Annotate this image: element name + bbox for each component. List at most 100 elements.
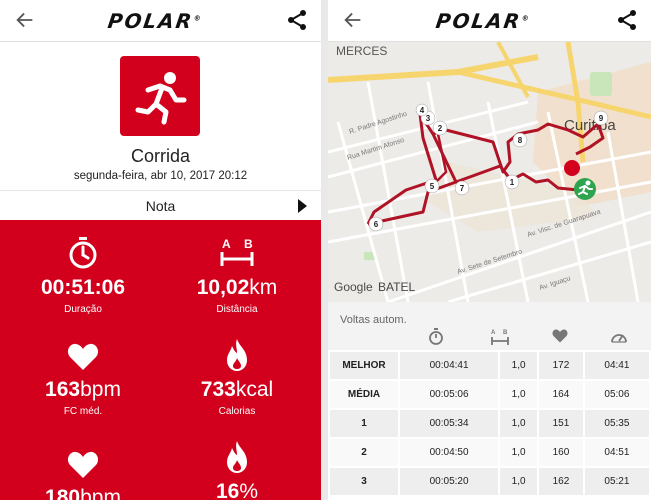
lap-pace: 05:21 xyxy=(582,466,651,497)
lap-time: 00:05:20 xyxy=(397,466,501,497)
lap-marker[interactable]: 8 xyxy=(512,132,528,148)
stats-grid: 00:51:06 Duração A B 10,02km Distância 1… xyxy=(0,220,321,500)
svg-text:2: 2 xyxy=(438,124,443,133)
lap-marker[interactable]: 2 xyxy=(432,120,448,136)
pace-gauge-icon xyxy=(611,334,627,343)
svg-text:8: 8 xyxy=(518,136,523,145)
session-date: segunda-feira, abr 10, 2017 20:12 xyxy=(73,170,248,182)
lap-hr: 164 xyxy=(537,379,585,410)
stat-fat-percent: 16% xyxy=(157,440,317,500)
lap-hr: 162 xyxy=(537,466,585,497)
svg-text:7: 7 xyxy=(460,184,465,193)
top-bar: POLAR® xyxy=(0,0,321,42)
summary-panel: POLAR® Corrida segunda-feira, abr 10, 20… xyxy=(0,0,321,500)
svg-text:3: 3 xyxy=(426,114,431,123)
calories-label: Calorias xyxy=(218,406,256,417)
lap-distance: 1,0 xyxy=(498,437,540,468)
lap-name: 3 xyxy=(328,466,400,497)
laps-header: Voltas autom. A B xyxy=(328,302,651,352)
google-logo: Google xyxy=(334,280,373,294)
lap-marker[interactable]: 6 xyxy=(368,216,384,232)
share-icon[interactable] xyxy=(615,8,639,32)
svg-text:4: 4 xyxy=(420,106,425,115)
lap-name: 1 xyxy=(328,408,400,439)
note-row[interactable]: Nota xyxy=(0,190,321,220)
heart-icon xyxy=(67,343,99,370)
lap-distance: 1,0 xyxy=(498,466,540,497)
lap-marker[interactable]: 5 xyxy=(424,178,440,194)
lap-pace: 04:51 xyxy=(582,437,651,468)
svg-text:A: A xyxy=(222,237,231,251)
lap-time: 00:05:34 xyxy=(397,408,501,439)
duration-value: 00:51:06 xyxy=(40,276,126,299)
lap-hr: 151 xyxy=(537,408,585,439)
table-row[interactable]: 2 00:04:50 1,0 160 04:51 xyxy=(328,437,651,468)
table-row[interactable]: MELHOR 00:04:41 1,0 172 04:41 xyxy=(328,350,651,381)
sport-name: Corrida xyxy=(130,146,191,166)
lap-distance: 1,0 xyxy=(498,350,540,381)
lap-name: MÉDIA xyxy=(328,379,400,410)
place-label-merces: MERCES xyxy=(336,44,387,58)
lap-pace: 05:35 xyxy=(582,408,651,439)
lap-time: 00:05:06 xyxy=(397,379,501,410)
stat-duration: 00:51:06 Duração xyxy=(3,236,163,315)
lap-hr: 160 xyxy=(537,437,585,468)
heart-icon xyxy=(67,451,99,478)
distance-icon: A B xyxy=(220,237,254,266)
stopwatch-icon xyxy=(429,328,443,345)
stopwatch-icon xyxy=(69,237,97,269)
svg-text:1: 1 xyxy=(510,178,515,187)
panel-divider xyxy=(321,0,328,500)
avg-hr-label: FC méd. xyxy=(63,406,103,417)
back-arrow-icon[interactable] xyxy=(342,9,364,31)
polar-logo: POLAR® xyxy=(434,9,530,33)
share-icon[interactable] xyxy=(285,8,309,32)
duration-label: Duração xyxy=(64,304,102,315)
lap-distance: 1,0 xyxy=(498,379,540,410)
running-icon xyxy=(135,72,187,125)
polar-logo: POLAR® xyxy=(106,9,202,33)
svg-text:6: 6 xyxy=(374,220,379,229)
route-map[interactable]: R. Padre Agostinho Rua Martim Afonso Av.… xyxy=(328,42,651,302)
lap-marker[interactable]: 7 xyxy=(454,180,470,196)
stat-distance: A B 10,02km Distância xyxy=(157,236,317,315)
table-row[interactable]: MÉDIA 00:05:06 1,0 164 05:06 xyxy=(328,379,651,410)
route-end-marker[interactable] xyxy=(564,160,580,176)
lap-distance: 1,0 xyxy=(498,408,540,439)
laps-table: MELHOR 00:04:41 1,0 172 04:41 MÉDIA 00:0… xyxy=(328,350,651,497)
avg-hr-value: 163 xyxy=(45,378,81,401)
max-hr-value: 180 xyxy=(45,486,81,500)
stat-calories: 733kcal Calorias xyxy=(157,338,317,417)
distance-value: 10,02 xyxy=(196,276,250,299)
lap-time: 00:04:41 xyxy=(397,350,501,381)
sport-icon-tile xyxy=(120,56,200,136)
note-label: Nota xyxy=(145,198,176,214)
back-arrow-icon[interactable] xyxy=(14,9,36,31)
flame-icon xyxy=(227,339,247,371)
map-laps-panel: POLAR® xyxy=(328,0,651,500)
svg-text:A: A xyxy=(491,330,496,336)
distance-label: Distância xyxy=(216,304,258,315)
lap-pace: 05:06 xyxy=(582,379,651,410)
heart-icon xyxy=(552,329,568,343)
lap-hr: 172 xyxy=(537,350,585,381)
fat-percent-value: 16 xyxy=(215,480,240,500)
stat-avg-hr: 163bpm FC méd. xyxy=(3,342,163,417)
lap-name: MELHOR xyxy=(328,350,400,381)
distance-icon: A B xyxy=(491,330,509,345)
place-label-batel: BATEL xyxy=(378,280,415,294)
table-row[interactable]: 1 00:05:34 1,0 151 05:35 xyxy=(328,408,651,439)
stat-max-hr: 180bpm xyxy=(3,450,163,500)
svg-text:5: 5 xyxy=(430,182,435,191)
table-row[interactable]: 3 00:05:20 1,0 162 05:21 xyxy=(328,466,651,497)
running-icon xyxy=(578,180,593,195)
laps-title: Voltas autom. xyxy=(340,314,407,326)
svg-text:9: 9 xyxy=(599,114,604,123)
map-canvas: R. Padre Agostinho Rua Martim Afonso Av.… xyxy=(328,42,651,302)
lap-marker[interactable]: 1 xyxy=(504,174,520,190)
lap-marker[interactable]: 4 xyxy=(415,103,429,117)
lap-name: 2 xyxy=(328,437,400,468)
calories-value: 733 xyxy=(200,378,236,401)
lap-marker[interactable]: 9 xyxy=(593,110,609,126)
